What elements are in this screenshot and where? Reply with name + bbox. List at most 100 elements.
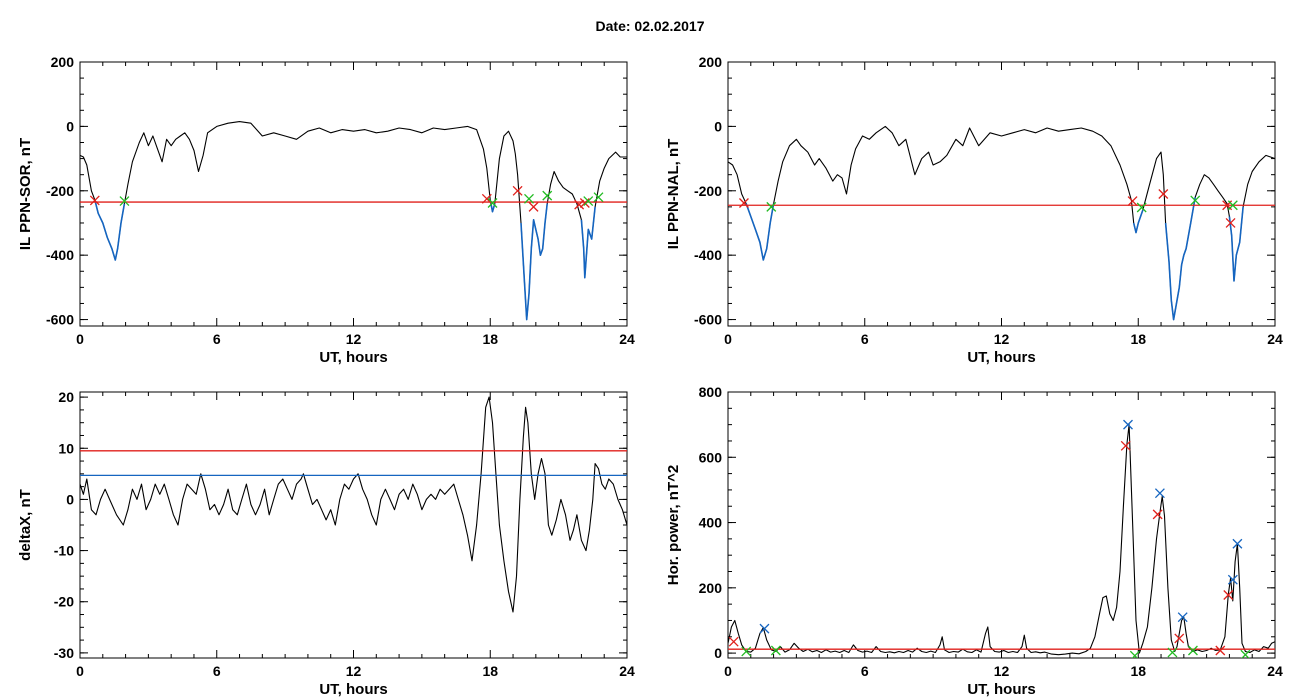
y-tick-label: -600 — [46, 312, 74, 328]
marker-red — [1120, 440, 1131, 451]
x-tick-label: 12 — [346, 331, 362, 347]
marker-green — [741, 646, 752, 657]
marker-blue — [1177, 612, 1188, 623]
y-tick-label: 200 — [51, 54, 75, 70]
y-tick-label: 0 — [714, 118, 722, 134]
y-tick-label: 200 — [699, 580, 723, 596]
marker-red — [1158, 189, 1169, 199]
x-axis-title: UT, hours — [319, 681, 387, 698]
marker-green — [1187, 645, 1198, 656]
plot-frame — [79, 391, 628, 659]
y-tick-label: -30 — [54, 645, 74, 661]
marker-green — [542, 190, 553, 201]
marker-green — [1240, 649, 1251, 658]
chart-panel-3: 0 6 12 18 24 -30 -20 -10 0 10 20 UT, hours deltaX, n… — [17, 389, 635, 698]
marker-blue — [1154, 488, 1165, 499]
series-line-2 — [94, 199, 596, 321]
x-tick-label: 0 — [724, 331, 732, 347]
marker-red — [1152, 509, 1163, 520]
plot-area — [728, 419, 1275, 658]
x-tick-label: 12 — [346, 663, 362, 679]
chart-panel-4: 0 6 12 18 24 0 200 400 600 800 UT, hours Hor. power… — [665, 384, 1283, 698]
series-line-1 — [728, 424, 1275, 656]
y-tick-label: 10 — [58, 440, 74, 456]
x-tick-label: 0 — [76, 331, 84, 347]
marker-green — [119, 196, 130, 207]
x-tick-label: 18 — [482, 331, 498, 347]
marker-green — [1167, 647, 1178, 658]
y-axis-title: IL PPN-NAL, nT — [665, 139, 682, 250]
plot-frame — [727, 391, 1276, 659]
x-tick-label: 0 — [76, 663, 84, 679]
marker-green — [487, 198, 498, 208]
marker-blue — [759, 623, 770, 634]
marker-red — [1127, 196, 1138, 207]
series-line-1 — [728, 125, 1275, 321]
y-tick-label: -200 — [46, 183, 74, 199]
chart-panel-2: 0 6 12 18 24 -600 -400 -200 0 200 UT, hours IL PPN-… — [665, 54, 1283, 366]
y-axis-title: Hor. power, nT^2 — [665, 465, 682, 585]
x-tick-label: 18 — [1130, 663, 1146, 679]
plot-area — [80, 121, 627, 321]
marker-red — [1174, 633, 1185, 644]
y-tick-label: 600 — [699, 449, 723, 465]
marker-red — [1215, 645, 1226, 656]
series-line-1 — [80, 121, 627, 321]
marker-red — [738, 198, 749, 208]
y-tick-label: -200 — [694, 183, 722, 199]
marker-green — [593, 192, 604, 203]
y-axis-title: IL PPN-SOR, nT — [17, 138, 34, 250]
plot-area — [728, 125, 1275, 321]
y-tick-label: 200 — [699, 54, 723, 70]
y-tick-label: 0 — [66, 491, 74, 507]
marker-green — [770, 645, 781, 656]
x-tick-label: 6 — [213, 663, 221, 679]
x-tick-label: 24 — [619, 331, 635, 347]
marker-red — [528, 201, 539, 212]
y-tick-label: 20 — [58, 389, 74, 405]
marker-green — [524, 193, 534, 204]
series-line-2 — [745, 197, 1244, 321]
x-tick-label: 18 — [1130, 331, 1146, 347]
x-tick-label: 6 — [213, 331, 221, 347]
marker-green — [1190, 195, 1201, 206]
x-tick-label: 18 — [482, 663, 498, 679]
y-tick-label: -20 — [54, 594, 74, 610]
marker-green — [583, 196, 594, 207]
x-axis-title: UT, hours — [319, 349, 387, 366]
marker-green — [1129, 650, 1140, 658]
y-axis-title: deltaX, nT — [17, 489, 34, 561]
series-line-1 — [80, 396, 627, 613]
y-tick-label: -10 — [54, 543, 74, 559]
x-tick-label: 24 — [619, 663, 635, 679]
marker-red — [579, 198, 590, 208]
x-tick-label: 24 — [1267, 663, 1283, 679]
y-tick-label: 0 — [66, 118, 74, 134]
x-tick-label: 0 — [724, 663, 732, 679]
plot-frame — [727, 61, 1276, 327]
marker-blue — [1227, 574, 1238, 585]
plot-area — [80, 396, 627, 613]
x-axis-title: UT, hours — [967, 349, 1035, 366]
marker-green — [1136, 202, 1147, 213]
chart-panel-1: 0 6 12 18 24 -600 -400 -200 0 200 UT, hours IL PPN-… — [17, 54, 635, 366]
x-axis-title: UT, hours — [967, 681, 1035, 698]
marker-red — [89, 195, 100, 206]
marker-blue — [1232, 538, 1243, 549]
y-tick-label: 0 — [714, 645, 722, 661]
x-tick-label: 12 — [994, 663, 1010, 679]
y-tick-label: -400 — [46, 247, 74, 263]
marker-red — [1225, 218, 1236, 228]
marker-green — [766, 201, 777, 212]
y-tick-label: 800 — [699, 384, 723, 400]
y-tick-label: -400 — [694, 247, 722, 263]
chart-title: Date: 02.02.2017 — [595, 18, 705, 34]
marker-green — [1227, 200, 1238, 211]
x-tick-label: 12 — [994, 331, 1010, 347]
y-tick-label: 400 — [699, 515, 723, 531]
marker-red — [574, 199, 585, 210]
marker-blue — [1123, 419, 1133, 430]
x-tick-label: 6 — [861, 331, 869, 347]
marker-red — [512, 185, 523, 196]
